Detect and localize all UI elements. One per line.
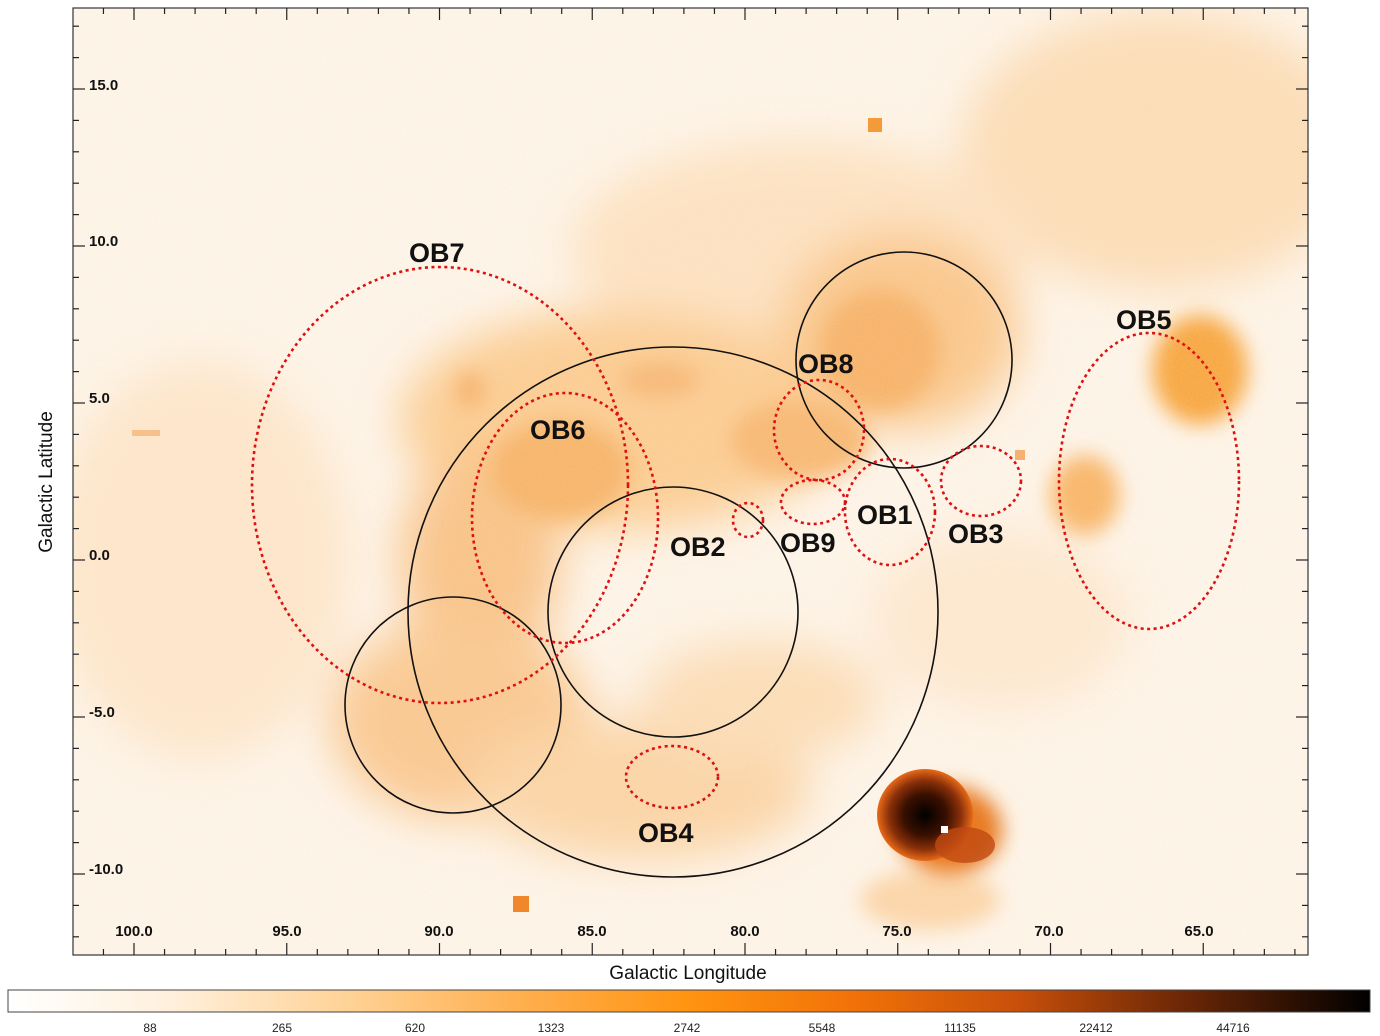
emission-map: OB7 OB6 OB8 OB9 OB1 OB3 OB5 OB2 OB4: [73, 8, 1308, 955]
ob-label: OB8: [798, 349, 854, 379]
ob1-ellipse: [843, 457, 937, 567]
left-circle: [344, 596, 562, 814]
ob-label: OB1: [857, 500, 913, 530]
ob-label: OB5: [1116, 305, 1172, 335]
colorbar-tick-label: 265: [272, 1021, 292, 1035]
colorbar: 88 265 620 1323 2742 5548 11135 22412 44…: [7, 989, 1371, 1035]
y-tick-label: 5.0: [89, 390, 110, 407]
x-tick-label: 75.0: [882, 923, 911, 940]
x-tick-label: 80.0: [730, 923, 759, 940]
ob-label: OB6: [530, 415, 586, 445]
x-tick-label: 85.0: [577, 923, 606, 940]
ob7-ellipse: [250, 265, 630, 705]
x-tick-label: 90.0: [424, 923, 453, 940]
y-tick-label: -5.0: [89, 704, 115, 721]
colorbar-tick-label: 11135: [944, 1021, 976, 1035]
y-tick-label: 15.0: [89, 77, 118, 94]
colorbar-tick-label: 1323: [538, 1021, 565, 1035]
y-tick-label: 10.0: [89, 233, 118, 250]
tick-marks: [73, 8, 1308, 955]
ob3-ellipse: [939, 444, 1023, 518]
bright-source: [877, 769, 1002, 874]
solid-circles: [344, 251, 1013, 878]
inner-circle: [547, 486, 799, 738]
x-tick-label: 95.0: [272, 923, 301, 940]
ob2-ellipse: [731, 501, 765, 539]
point-source: [1015, 450, 1025, 460]
ob-labels: OB7 OB6 OB8 OB9 OB1 OB3 OB5 OB2 OB4: [409, 238, 1172, 848]
x-tick-label: 65.0: [1184, 923, 1213, 940]
ob-label: OB9: [780, 528, 836, 558]
ob-label: OB3: [948, 519, 1004, 549]
ob-label: OB2: [670, 532, 726, 562]
colorbar-tick-label: 22412: [1079, 1021, 1113, 1035]
colorbar-tick-label: 88: [143, 1021, 157, 1035]
colorbar-tick-label: 44716: [1216, 1021, 1250, 1035]
colorbar-tick-label: 620: [405, 1021, 425, 1035]
colorbar-tick-label: 5548: [809, 1021, 836, 1035]
y-tick-labels: 15.0 10.0 5.0 0.0 -5.0 -10.0: [89, 77, 123, 878]
ob-label: OB4: [638, 818, 694, 848]
upper-circle: [795, 251, 1013, 469]
y-tick-label: 0.0: [89, 547, 110, 564]
colorbar-tick-label: 2742: [674, 1021, 701, 1035]
x-tick-label: 100.0: [115, 923, 153, 940]
point-source: [868, 118, 882, 132]
point-source: [132, 430, 160, 436]
x-tick-labels: 100.0 95.0 90.0 85.0 80.0 75.0 70.0 65.0: [115, 923, 1213, 940]
plot-frame: [72, 7, 1309, 956]
x-tick-label: 70.0: [1034, 923, 1063, 940]
ob5-ellipse: [1057, 331, 1241, 631]
x-axis-label: Galactic Longitude: [609, 963, 766, 984]
y-axis-label: Galactic Latitude: [36, 411, 57, 553]
ob8-ellipse: [772, 378, 866, 482]
ob-label: OB7: [409, 238, 465, 268]
large-circle: [407, 346, 939, 878]
colorbar-gradient: [7, 989, 1371, 1013]
ob4-ellipse: [624, 744, 720, 810]
ob6-ellipse: [470, 391, 660, 645]
point-source: [513, 896, 529, 912]
ob-ellipses: [250, 265, 1241, 810]
y-tick-label: -10.0: [89, 861, 123, 878]
